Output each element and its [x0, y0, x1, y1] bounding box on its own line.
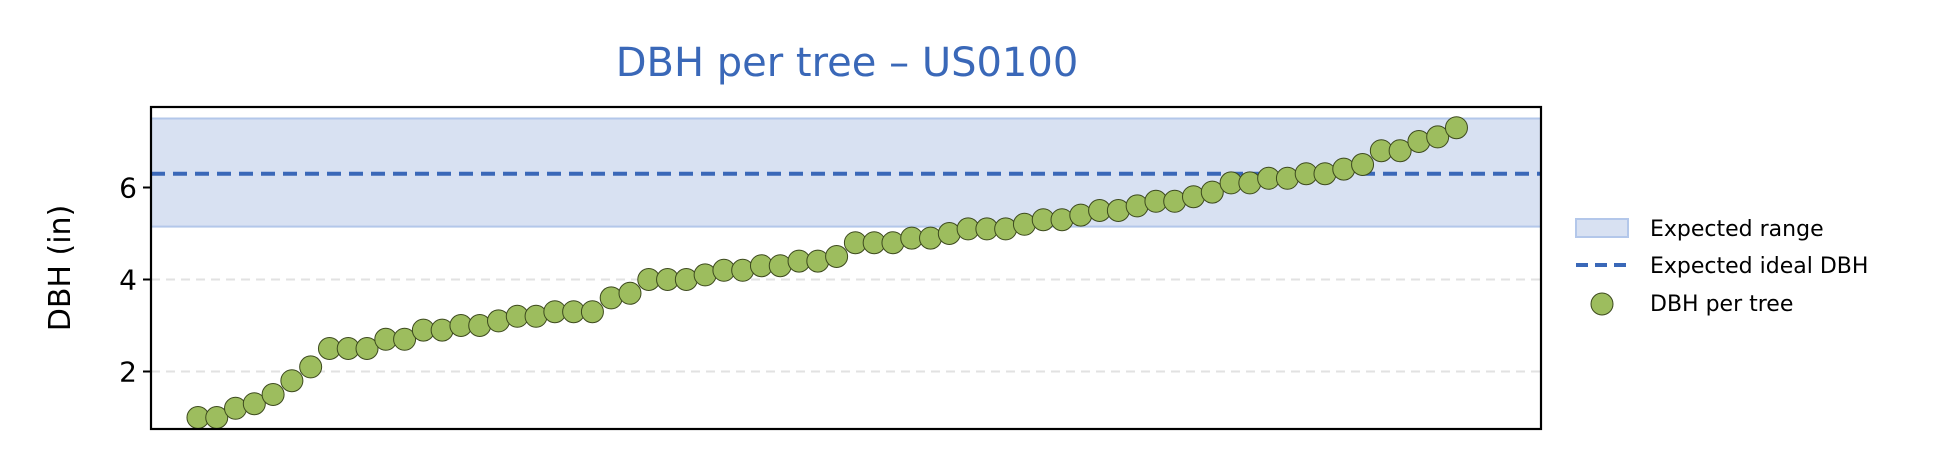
legend-label-ideal: Expected ideal DBH — [1650, 254, 1868, 279]
data-point — [261, 383, 285, 406]
data-point — [618, 281, 642, 305]
data-point — [1125, 194, 1149, 218]
y-tick-label: 6 — [119, 172, 137, 205]
data-point — [1012, 212, 1036, 236]
data-point — [806, 249, 830, 273]
data-point — [1275, 166, 1299, 190]
data-point — [1106, 199, 1130, 222]
data-point — [937, 222, 961, 245]
data-points — [186, 116, 1468, 429]
data-point — [1200, 180, 1224, 204]
data-point — [468, 314, 492, 337]
data-point — [1407, 130, 1431, 153]
y-tick-label: 4 — [119, 264, 137, 297]
legend-point-swatch — [1590, 292, 1614, 316]
data-point — [224, 396, 248, 420]
data-point — [1238, 171, 1262, 195]
chart-title: DBH per tree – US0100 — [616, 40, 1079, 86]
y-tick-label: 2 — [119, 356, 137, 389]
legend-label-range: Expected range — [1650, 217, 1824, 242]
data-point — [994, 217, 1018, 241]
data-point — [1163, 189, 1187, 213]
data-point — [430, 318, 454, 342]
data-point — [693, 263, 717, 287]
y-axis-label: DBH (in) — [43, 205, 78, 332]
data-point — [1444, 116, 1468, 140]
data-point — [1182, 185, 1205, 209]
data-point — [1313, 162, 1337, 186]
data-point — [674, 268, 698, 291]
data-point — [825, 245, 849, 268]
data-point — [768, 254, 792, 278]
legend-range-swatch — [1575, 218, 1629, 238]
plot-area — [149, 105, 1543, 431]
data-point — [393, 327, 417, 351]
data-point — [580, 300, 604, 324]
data-point — [1388, 139, 1412, 163]
y-axis: 2 4 6 — [119, 172, 151, 389]
data-point — [731, 258, 755, 282]
data-point — [242, 392, 266, 416]
legend: Expected range Expected ideal DBH DBH pe… — [1575, 217, 1868, 317]
data-point — [599, 286, 623, 310]
legend-label-points: DBH per tree — [1650, 292, 1793, 317]
data-point — [881, 231, 905, 255]
data-point — [280, 369, 304, 393]
data-point — [1332, 157, 1356, 181]
data-point — [1351, 153, 1375, 176]
data-point — [487, 309, 510, 333]
data-point — [919, 226, 943, 250]
data-point — [1069, 203, 1093, 227]
data-point — [299, 355, 323, 379]
plot-frame — [149, 105, 1543, 431]
data-point — [524, 304, 548, 328]
data-point — [1426, 125, 1450, 149]
data-point — [1050, 208, 1074, 232]
data-point — [355, 337, 379, 360]
